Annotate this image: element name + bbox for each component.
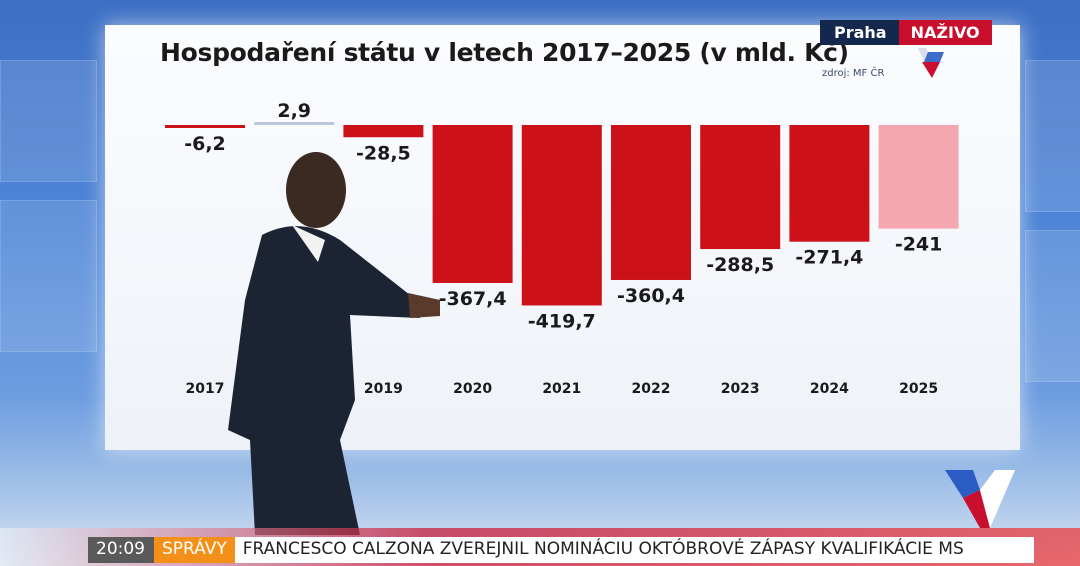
channel-logo-icon: [945, 470, 1015, 528]
value-label-2018: 2,9: [277, 100, 311, 122]
bar-2020: [432, 125, 513, 283]
bar-2017: [165, 125, 245, 128]
x-tick-label-2020: 2020: [453, 381, 492, 397]
studio-wall-tile: [1025, 60, 1080, 212]
value-label-2021: -419,7: [528, 310, 596, 332]
chart-title: Hospodaření státu v letech 2017–2025 (v …: [160, 38, 849, 67]
bar-2024: [789, 125, 870, 242]
value-label-2024: -271,4: [795, 247, 863, 269]
x-tick-label-2023: 2023: [721, 381, 760, 397]
x-tick-label-2019: 2019: [364, 381, 403, 397]
ticker-time: 20:09: [88, 537, 154, 563]
x-tick-label-2024: 2024: [810, 381, 849, 397]
tv-logo-icon: [918, 48, 944, 78]
value-label-2025: -241: [895, 234, 943, 256]
x-tick-label-2025: 2025: [899, 381, 938, 397]
x-tick-label-2022: 2022: [632, 381, 671, 397]
ticker-headline: FRANCESCO CALZONA ZVEREJNIL NOMINÁCIU OK…: [234, 537, 1034, 563]
live-status: NAŽIVO: [898, 20, 992, 45]
chart-source: zdroj: MF ČR: [822, 68, 885, 79]
live-badge: Praha NAŽIVO: [820, 20, 992, 45]
bar-2021: [521, 125, 602, 306]
studio-wall-tile: [0, 200, 97, 352]
x-tick-label-2017: 2017: [186, 381, 225, 397]
value-label-2023: -288,5: [706, 254, 774, 276]
value-label-2019: -28,5: [356, 142, 411, 164]
ticker-category: SPRÁVY: [154, 537, 235, 563]
bar-2022: [611, 125, 691, 280]
bar-2019: [343, 125, 424, 138]
news-ticker: 20:09 SPRÁVY FRANCESCO CALZONA ZVEREJNIL…: [88, 537, 1034, 563]
bar-2025: [878, 125, 959, 229]
studio-wall-tile: [0, 60, 97, 182]
value-label-2022: -360,4: [617, 285, 685, 307]
live-city: Praha: [820, 20, 899, 45]
value-label-2017: -6,2: [184, 133, 226, 155]
studio-wall-tile: [1025, 230, 1080, 382]
value-label-2020: -367,4: [439, 288, 507, 310]
x-tick-label-2021: 2021: [542, 381, 581, 397]
bar-2023: [700, 125, 781, 250]
bar-2018: [254, 122, 335, 125]
